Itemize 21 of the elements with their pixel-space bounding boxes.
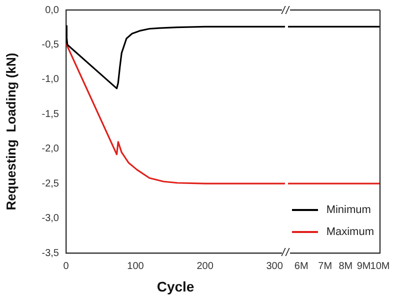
x-axis-title: Cycle bbox=[156, 278, 194, 294]
x-tick-label: 7M bbox=[318, 260, 332, 272]
y-tick-label: -1,5 bbox=[42, 108, 60, 120]
x-tick-label: 9M bbox=[356, 260, 371, 272]
x-tick-label: 300 bbox=[266, 260, 284, 272]
legend-label: Minimum bbox=[326, 204, 371, 216]
y-tick-label: 0,0 bbox=[45, 4, 60, 16]
x-tick-label: 10M bbox=[370, 260, 390, 272]
y-tick-label: -2,5 bbox=[42, 178, 60, 190]
y-axis-title: Requesting Loading (kN) bbox=[3, 52, 18, 210]
x-tick-label: 200 bbox=[196, 260, 214, 272]
y-tick-label: -3,5 bbox=[42, 248, 60, 259]
x-tick-label: 100 bbox=[127, 260, 144, 272]
y-tick-label: -3,0 bbox=[42, 213, 60, 224]
y-tick-label: -2,0 bbox=[42, 144, 60, 155]
y-tick-label: -1,0 bbox=[42, 74, 60, 86]
x-tick-label: 6M bbox=[294, 260, 308, 272]
y-tick-label: -0,5 bbox=[42, 39, 60, 50]
x-tick-label: 8M bbox=[338, 260, 353, 272]
x-tick-label: 0 bbox=[63, 260, 70, 272]
legend-label: Maximum bbox=[326, 226, 374, 238]
